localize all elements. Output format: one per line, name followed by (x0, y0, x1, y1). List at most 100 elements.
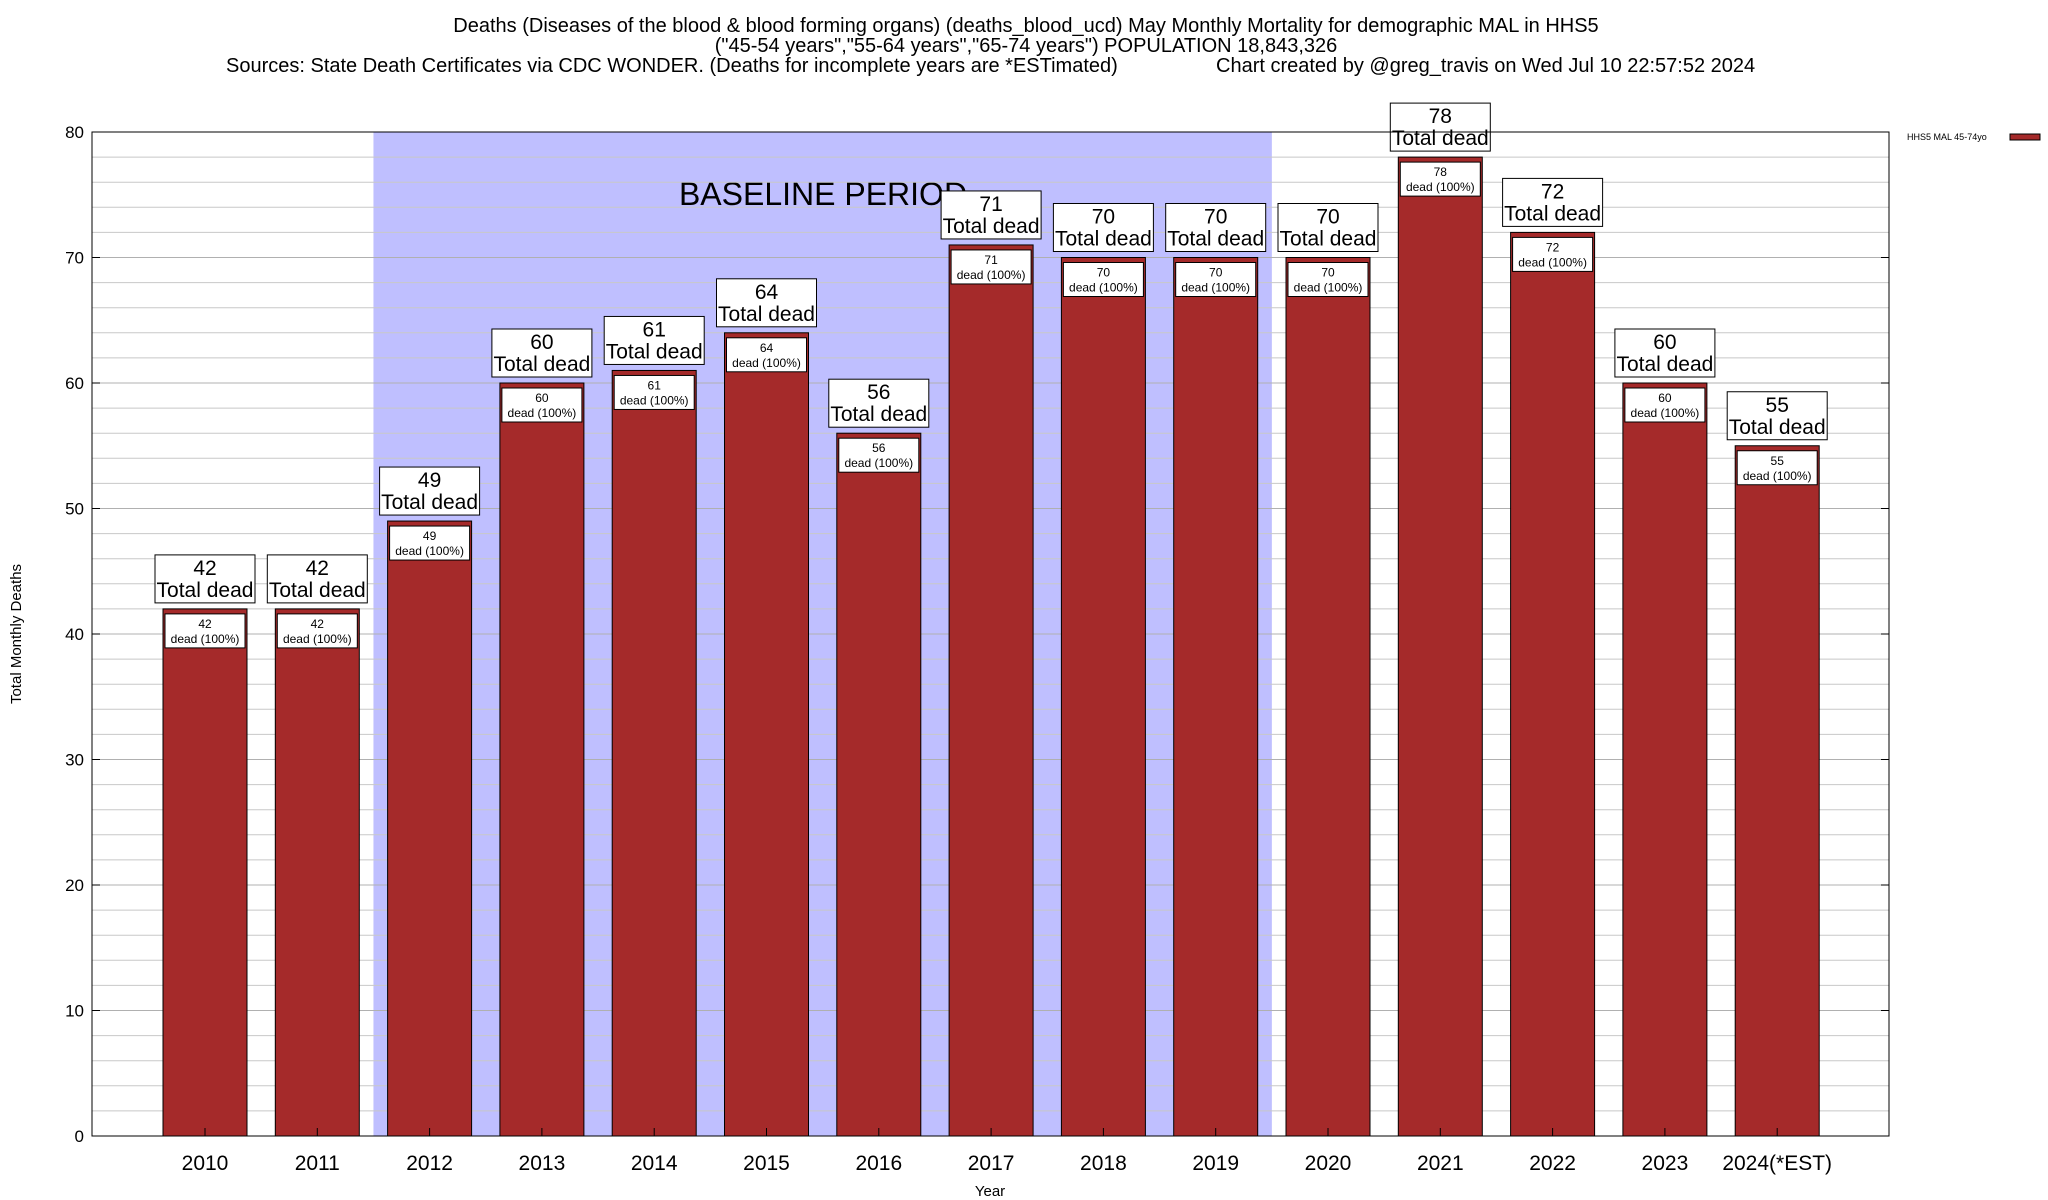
total-dead-label: Total dead (718, 303, 815, 326)
bar (948, 244, 1034, 1137)
bar (162, 608, 248, 1137)
inner-value-label: 42 (198, 617, 212, 631)
total-label-box (491, 328, 593, 378)
inner-value-label: 72 (1546, 240, 1560, 254)
inner-value-label: 42 (311, 617, 325, 631)
y-tick-label: 20 (65, 876, 84, 895)
total-value-label: 56 (867, 381, 890, 404)
inner-label-box (1512, 236, 1594, 272)
chart-title-line-2: ("45-54 years","55-64 years","65-74 year… (715, 35, 1338, 57)
inner-label-box (1624, 387, 1706, 423)
chart-credit: Chart created by @greg_travis on Wed Jul… (1216, 55, 1755, 77)
total-dead-label: Total dead (943, 215, 1040, 238)
bar (499, 382, 585, 1137)
baseline-period-label: BASELINE PERIOD (679, 176, 967, 212)
x-tick-label: 2013 (519, 1152, 566, 1175)
total-dead-label: Total dead (493, 353, 590, 376)
total-dead-label: Total dead (157, 579, 254, 602)
total-label-box (1052, 203, 1154, 252)
inner-value-label: 70 (1097, 266, 1111, 280)
y-tick-label: 70 (65, 249, 84, 268)
y-tick-label: 40 (65, 625, 84, 644)
inner-label-box (838, 437, 920, 473)
total-value-label: 71 (979, 193, 1002, 216)
inner-value-label: 70 (1209, 266, 1223, 280)
x-tick-label: 2022 (1529, 1152, 1576, 1175)
inner-label-box (613, 374, 695, 410)
bar (387, 520, 473, 1137)
inner-value-label: 71 (984, 253, 998, 267)
x-tick-label: 2017 (968, 1152, 1015, 1175)
bar (1060, 257, 1146, 1137)
inner-value-label: 49 (423, 529, 437, 543)
total-label-box (1277, 203, 1379, 252)
inner-label-box (1287, 262, 1369, 297)
total-label-box (1614, 328, 1716, 378)
total-value-label: 70 (1092, 206, 1115, 229)
inner-value-label: 60 (535, 391, 549, 405)
inner-label-box (1736, 450, 1818, 486)
bar (1622, 382, 1708, 1137)
total-value-label: 49 (418, 469, 441, 492)
legend-swatch (2009, 133, 2041, 141)
total-value-label: 42 (306, 557, 329, 580)
inner-label-box (501, 387, 583, 423)
total-value-label: 61 (643, 318, 666, 341)
x-tick-label: 2020 (1305, 1152, 1352, 1175)
inner-dead-label: dead (100%) (620, 393, 689, 407)
total-value-label: 60 (530, 331, 553, 354)
inner-dead-label: dead (100%) (1294, 281, 1363, 295)
total-label-box (603, 315, 705, 365)
total-value-label: 64 (755, 281, 779, 304)
inner-value-label: 78 (1434, 165, 1448, 179)
x-tick-label: 2021 (1417, 1152, 1464, 1175)
x-tick-label: 2011 (295, 1152, 340, 1175)
legend-label: HHS5 MAL 45-74yo (1907, 132, 1987, 142)
total-value-label: 70 (1316, 206, 1339, 229)
bar (1510, 231, 1596, 1137)
inner-value-label: 55 (1771, 454, 1785, 468)
total-value-label: 55 (1766, 394, 1789, 417)
x-tick-label: 2019 (1192, 1152, 1239, 1175)
inner-dead-label: dead (100%) (171, 632, 240, 646)
y-axis-label: Total Monthly Deaths (8, 564, 25, 704)
total-dead-label: Total dead (1055, 228, 1152, 251)
x-axis-label: Year (975, 1183, 1005, 1200)
total-label-box (1389, 102, 1491, 152)
x-axis: 2010 2011 2012 2013 2014 2015 2016 2017 2018 2019… (182, 1128, 1832, 1175)
y-tick-label: 30 (65, 751, 84, 770)
bar (724, 332, 809, 1137)
total-dead-label: Total dead (1729, 416, 1826, 439)
total-dead-label: Total dead (606, 340, 703, 363)
total-dead-label: Total dead (1280, 228, 1377, 251)
x-tick-label: 2012 (406, 1152, 453, 1175)
inner-value-label: 61 (648, 378, 662, 392)
y-tick-label: 80 (65, 123, 84, 142)
total-dead-label: Total dead (830, 403, 927, 426)
inner-dead-label: dead (100%) (844, 456, 913, 470)
inner-dead-label: dead (100%) (1743, 469, 1812, 483)
x-tick-label: 2010 (182, 1152, 229, 1175)
inner-dead-label: dead (100%) (395, 544, 464, 558)
x-tick-label: 2023 (1642, 1152, 1689, 1175)
bar (836, 432, 922, 1137)
x-tick-label: 2016 (855, 1152, 902, 1175)
inner-label-box (276, 613, 358, 649)
bar (611, 369, 697, 1137)
total-dead-label: Total dead (1504, 202, 1601, 225)
total-value-label: 72 (1541, 180, 1564, 203)
y-tick-label: 60 (65, 374, 84, 393)
total-value-label: 60 (1653, 331, 1676, 354)
inner-dead-label: dead (100%) (1518, 255, 1587, 269)
bar (1734, 445, 1820, 1137)
